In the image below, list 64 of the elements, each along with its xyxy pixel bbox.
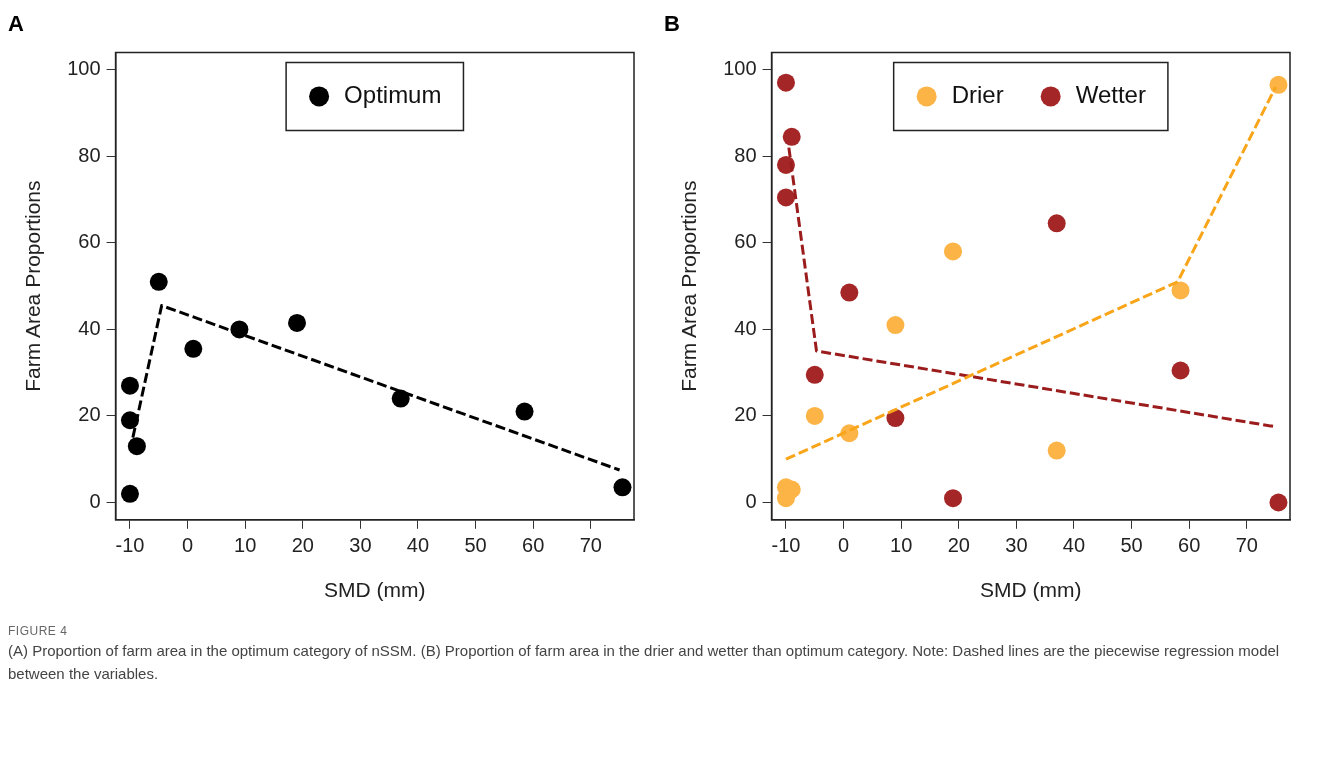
y-axis-title: Farm Area Proportions [21, 180, 45, 392]
point [127, 437, 146, 456]
y-tick-label: 40 [734, 316, 757, 339]
chart-title: A [8, 11, 24, 37]
y-tick-label: 100 [67, 57, 101, 80]
point [944, 242, 963, 261]
point [1047, 214, 1066, 233]
x-axis-title: SMD (mm) [324, 578, 426, 602]
point [149, 272, 168, 291]
y-tick-label: 0 [89, 490, 101, 512]
y-tick-label: 100 [723, 57, 757, 80]
x-tick-label: 50 [464, 534, 487, 557]
x-tick-label: 0 [182, 534, 194, 557]
y-axis-title: Farm Area Proportions [677, 180, 701, 392]
point [840, 283, 859, 302]
y-tick-label: 80 [78, 143, 101, 166]
x-tick-label: 70 [1235, 534, 1258, 557]
point [776, 188, 795, 207]
y-tick-label: 0 [745, 490, 757, 512]
x-tick-label: 20 [947, 534, 970, 557]
x-tick-label: 70 [579, 534, 602, 557]
x-tick-label: 40 [406, 534, 430, 557]
text: (A) Proportion of farm area in the optimum category of nSSM. (B) Proportion of farm area in the drier and wetter than optimum category. Note: Dashed lines are the piecewise regression model between the variables. [8, 641, 1281, 684]
y-tick-label: 40 [78, 316, 101, 339]
point [288, 313, 307, 332]
x-tick-label: 30 [1005, 534, 1028, 557]
x-tick-label: 60 [1178, 534, 1201, 557]
point [776, 73, 795, 92]
point [805, 406, 824, 425]
point [1171, 281, 1190, 300]
caption: FIGURE 4 [8, 624, 69, 638]
y-tick-label: 20 [734, 403, 757, 426]
point [782, 127, 801, 146]
point [120, 484, 139, 503]
x-axis-title: SMD (mm) [980, 578, 1082, 602]
point [184, 339, 203, 358]
legend-label: Optimum [344, 81, 442, 109]
y-tick-label: 60 [78, 230, 101, 253]
y-tick-label: 80 [734, 143, 757, 166]
point [1171, 361, 1190, 380]
x-tick-label: 0 [838, 534, 850, 557]
x-tick-label: 10 [234, 534, 257, 557]
point [515, 402, 534, 421]
point [805, 365, 824, 384]
x-tick-label: 50 [1120, 534, 1143, 557]
legend-label: Wetter [1075, 81, 1146, 109]
point [120, 376, 139, 395]
chart-title: B [664, 11, 680, 37]
y-tick-label: 60 [734, 230, 757, 253]
point [886, 316, 905, 335]
x-tick-label: 30 [349, 534, 372, 557]
x-tick-label: 20 [291, 534, 314, 557]
point [1269, 75, 1288, 94]
point [1269, 493, 1288, 512]
point [944, 489, 963, 508]
x-tick-label: 10 [890, 534, 913, 557]
x-tick-label: 60 [522, 534, 545, 557]
legend-label: Drier [951, 81, 1004, 109]
y-tick-label: 20 [78, 403, 101, 426]
x-tick-label: 40 [1062, 534, 1086, 557]
x-tick-label: -10 [115, 534, 145, 557]
point [1047, 441, 1066, 460]
point [613, 478, 632, 497]
x-tick-label: -10 [771, 534, 801, 557]
